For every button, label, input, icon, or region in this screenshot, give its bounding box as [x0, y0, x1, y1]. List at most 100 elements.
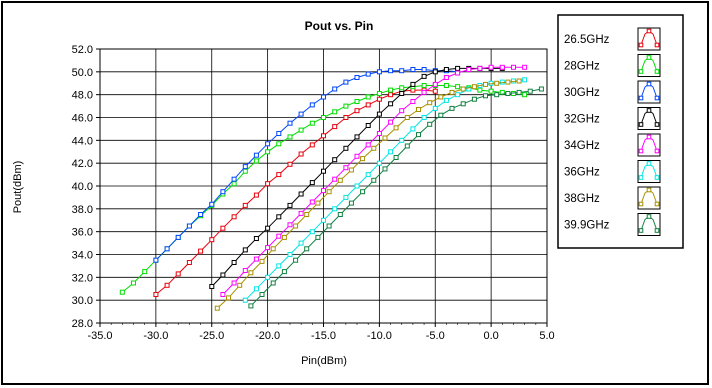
data-point: [449, 89, 455, 95]
legend-box: [557, 14, 684, 249]
x-tick-label: -15.0: [311, 330, 336, 342]
y-tick-label: 40.0: [72, 181, 93, 193]
data-point: [399, 68, 405, 74]
data-point: [220, 189, 226, 195]
data-point: [337, 212, 343, 217]
data-point: [304, 246, 310, 252]
data-point: [393, 155, 399, 160]
legend-label: 38GHz: [564, 193, 600, 205]
data-point: [410, 67, 416, 72]
data-point: [376, 96, 382, 102]
data-point: [287, 222, 293, 228]
data-point: [505, 91, 511, 96]
data-point: [538, 86, 544, 92]
legend-swatch-marker: [638, 95, 644, 101]
data-point: [248, 303, 254, 309]
data-point: [186, 260, 192, 265]
data-point: [259, 292, 265, 297]
legend-swatch-marker: [638, 201, 644, 207]
x-axis-label: Pin(dBm): [301, 355, 347, 367]
data-point: [248, 270, 254, 276]
data-point: [209, 237, 215, 243]
data-point: [242, 297, 248, 303]
data-point: [460, 101, 466, 107]
data-point: [483, 81, 488, 87]
data-point: [477, 87, 483, 93]
data-point: [276, 214, 282, 220]
legend-entry: 39.9GHz: [564, 213, 661, 236]
data-point: [337, 177, 343, 183]
data-point: [488, 64, 494, 70]
data-point: [276, 263, 282, 269]
data-point: [522, 77, 528, 83]
data-point: [443, 83, 449, 88]
legend-entry: 26.5GHz: [564, 27, 661, 51]
data-point: [321, 115, 326, 120]
legend-entry: 34GHz: [564, 133, 661, 157]
data-point: [477, 65, 483, 71]
data-point: [253, 236, 259, 241]
data-point: [421, 115, 427, 120]
legend-swatch-marker: [654, 95, 660, 101]
data-point: [527, 88, 533, 94]
data-point: [421, 89, 427, 95]
data-point: [231, 280, 237, 286]
data-point: [298, 210, 304, 216]
legend-swatch-box: [637, 133, 661, 157]
data-point: [483, 93, 488, 99]
data-point: [399, 137, 405, 143]
data-point: [270, 246, 276, 252]
data-point: [421, 73, 427, 79]
data-point: [253, 158, 259, 164]
legend-label: 34GHz: [564, 140, 600, 152]
data-point: [242, 168, 248, 174]
data-point: [455, 92, 461, 98]
data-point: [416, 132, 421, 138]
data-point: [253, 192, 259, 198]
data-point: [365, 172, 371, 178]
legend-swatch-box: [637, 27, 661, 51]
data-point: [376, 131, 382, 136]
legend-swatch-marker: [646, 28, 652, 34]
data-point: [360, 156, 366, 162]
data-point: [175, 234, 181, 240]
x-tick-label: -25.0: [199, 330, 224, 342]
data-point: [522, 64, 528, 70]
y-tick-label: 52.0: [72, 44, 93, 56]
data-point: [287, 252, 293, 257]
data-point: [371, 145, 377, 151]
data-point: [471, 96, 477, 102]
data-point: [399, 85, 405, 91]
data-point: [354, 75, 360, 80]
data-point: [242, 164, 248, 170]
data-point: [516, 89, 522, 95]
x-tick-label: -10.0: [367, 330, 392, 342]
data-point: [253, 286, 259, 292]
data-point: [281, 269, 287, 275]
y-tick-label: 42.0: [72, 158, 93, 170]
data-point: [220, 272, 226, 278]
data-point: [511, 64, 516, 70]
data-point: [494, 92, 500, 98]
legend-swatch-marker: [654, 175, 660, 180]
legend-swatch-marker: [646, 55, 652, 60]
data-point: [365, 123, 371, 128]
data-point: [237, 282, 243, 288]
data-point: [321, 217, 326, 223]
series-line: [222, 66, 525, 295]
data-point: [231, 181, 237, 187]
legend-swatch-marker: [638, 228, 644, 233]
legend-label: 36GHz: [564, 167, 600, 179]
data-point: [321, 133, 326, 139]
legend-swatch-marker: [638, 42, 644, 48]
data-point: [198, 248, 204, 254]
series-plot-area: [119, 64, 544, 311]
data-point: [220, 225, 226, 231]
data-point: [276, 233, 282, 239]
data-point: [382, 135, 388, 141]
data-point: [443, 75, 449, 80]
data-point: [276, 131, 282, 136]
data-point: [432, 88, 438, 94]
data-point: [343, 115, 349, 120]
data-point: [326, 189, 332, 195]
